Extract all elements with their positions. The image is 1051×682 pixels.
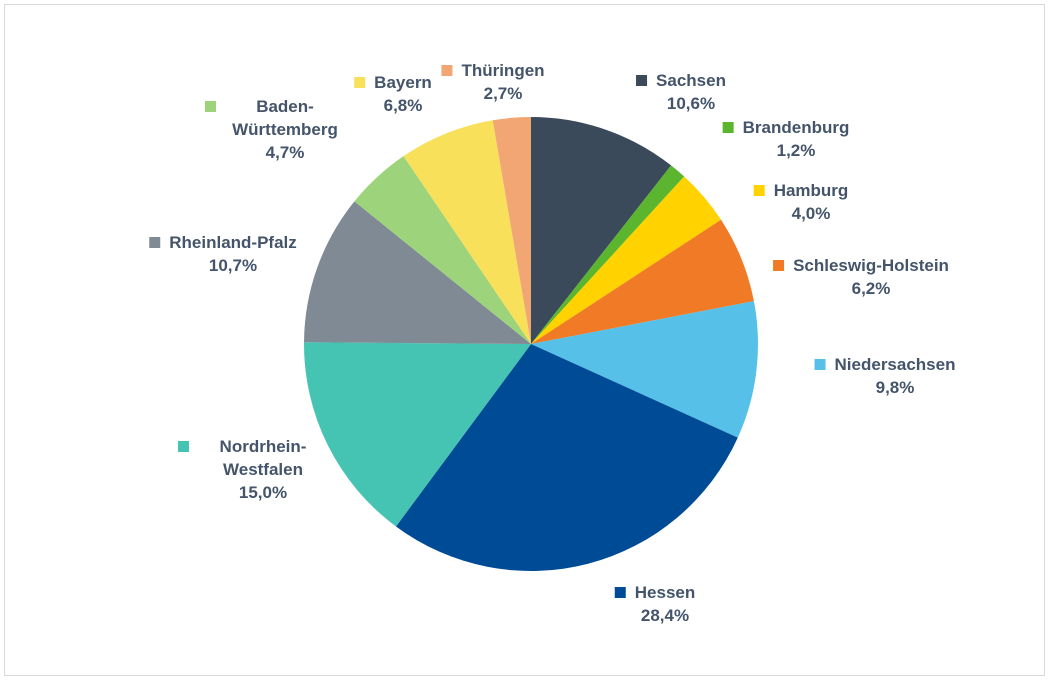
- label-text: Schleswig-Holstein 6,2%: [793, 254, 949, 300]
- slice-label: Brandenburg 1,2%: [722, 116, 850, 162]
- slice-label: Thüringen 2,7%: [441, 59, 545, 105]
- label-text: Baden-Württemberg 4,7%: [225, 95, 345, 164]
- label-text: Nordrhein-Westfalen 15,0%: [198, 435, 328, 504]
- slice-label: Nordrhein-Westfalen 15,0%: [178, 435, 328, 504]
- category-name: Hessen: [634, 583, 696, 602]
- value-label: 1,2%: [776, 141, 816, 160]
- legend-swatch: [753, 185, 765, 196]
- slice-label: Bayern 6,8%: [354, 71, 432, 117]
- label-text: Hamburg 4,0%: [774, 179, 849, 225]
- category-name: Sachsen: [656, 71, 726, 90]
- pie-slice: [531, 117, 672, 344]
- category-name: Brandenburg: [742, 118, 850, 137]
- pie-slice: [403, 120, 531, 344]
- category-name: Bayern: [374, 73, 432, 92]
- slice-label: Niedersachsen 9,8%: [814, 353, 956, 399]
- value-label: 10,6%: [666, 94, 716, 113]
- category-name: Nordrhein-Westfalen: [219, 437, 307, 479]
- legend-swatch: [614, 587, 626, 598]
- legend-swatch: [636, 75, 648, 86]
- value-label: 15,0%: [238, 483, 288, 502]
- legend-swatch: [354, 77, 366, 88]
- category-name: Niedersachsen: [834, 355, 956, 374]
- legend-swatch: [773, 260, 785, 271]
- slice-label: Rheinland-Pfalz 10,7%: [149, 231, 297, 277]
- legend-swatch: [441, 65, 453, 76]
- category-name: Thüringen: [461, 61, 545, 80]
- slice-label: Schleswig-Holstein 6,2%: [773, 254, 949, 300]
- pie-slice: [531, 301, 758, 438]
- value-label: 28,4%: [640, 606, 690, 625]
- pie-slice: [531, 219, 754, 344]
- label-text: Hessen 28,4%: [635, 581, 695, 627]
- value-label: 4,7%: [265, 143, 305, 162]
- pie-slice: [395, 344, 738, 571]
- value-label: 4,0%: [791, 204, 831, 223]
- category-name: Schleswig-Holstein: [793, 256, 949, 275]
- value-label: 6,8%: [383, 96, 423, 115]
- slice-label: Hamburg 4,0%: [753, 179, 849, 225]
- label-text: Brandenburg 1,2%: [743, 116, 850, 162]
- slice-label: Sachsen 10,6%: [636, 69, 726, 115]
- value-label: 9,8%: [875, 378, 915, 397]
- value-label: 10,7%: [208, 256, 258, 275]
- pie-slice: [304, 201, 531, 344]
- chart-frame: Sachsen 10,6% Brandenburg 1,2% Hamburg 4,0% Sc…: [4, 4, 1045, 676]
- chart: [304, 117, 758, 571]
- slice-label: Baden-Württemberg 4,7%: [205, 95, 345, 164]
- legend-swatch: [722, 122, 734, 133]
- label-text: Thüringen 2,7%: [461, 59, 544, 105]
- legend-swatch: [149, 237, 161, 248]
- category-name: Hamburg: [773, 181, 849, 200]
- slice-label: Hessen 28,4%: [614, 581, 695, 627]
- pie-slice: [531, 176, 721, 344]
- legend-swatch: [178, 441, 189, 452]
- pie-slice: [531, 165, 685, 344]
- label-text: Sachsen 10,6%: [656, 69, 726, 115]
- value-label: 6,2%: [851, 279, 891, 298]
- label-text: Niedersachsen 9,8%: [835, 353, 956, 399]
- pie-slice: [354, 156, 531, 344]
- category-name: Rheinland-Pfalz: [169, 233, 297, 252]
- value-label: 2,7%: [483, 84, 523, 103]
- legend-swatch: [814, 359, 826, 370]
- label-text: Bayern 6,8%: [374, 71, 432, 117]
- category-name: Baden-Württemberg: [232, 97, 338, 139]
- label-text: Rheinland-Pfalz 10,7%: [169, 231, 297, 277]
- legend-swatch: [205, 101, 216, 112]
- pie-slice: [304, 342, 531, 527]
- pie-slice: [492, 117, 531, 344]
